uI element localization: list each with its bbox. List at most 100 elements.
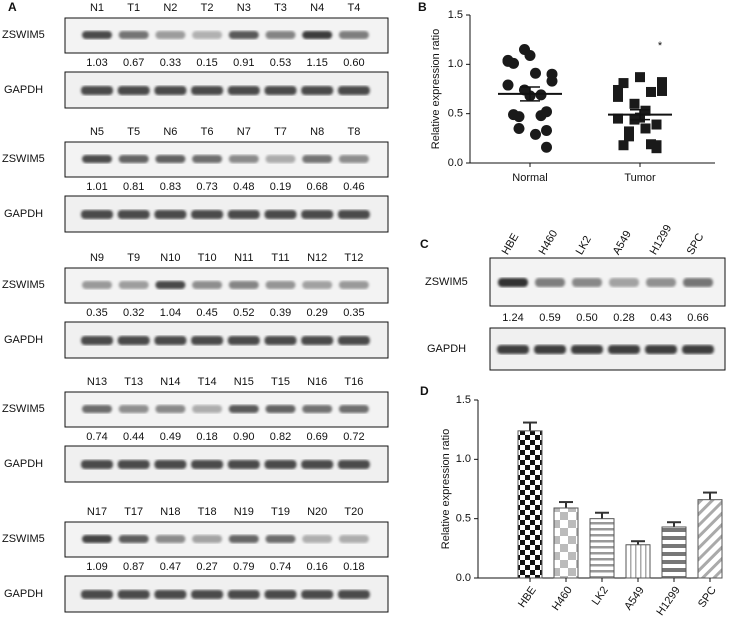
bar [553, 507, 579, 579]
annotation: * [658, 40, 663, 52]
control-band [264, 590, 297, 599]
point [524, 49, 536, 61]
band [338, 405, 369, 413]
value-label: 0.15 [196, 57, 217, 69]
band [228, 281, 259, 289]
value-label: 0.27 [196, 561, 217, 573]
band [338, 31, 369, 39]
point [502, 79, 514, 91]
point [613, 113, 623, 124]
value-label: 0.39 [270, 307, 291, 319]
value-label: 0.35 [86, 307, 107, 319]
lane-label: N1 [90, 2, 104, 14]
value-label: 0.83 [160, 181, 181, 193]
control-band [571, 345, 603, 354]
control-label: GAPDH [4, 458, 43, 470]
control-band [337, 460, 370, 469]
lane-label: T10 [198, 252, 217, 264]
control-label: GAPDH [4, 334, 43, 346]
control-band [301, 460, 334, 469]
panel-label: C [420, 237, 429, 251]
band [192, 155, 223, 163]
value-label: 0.69 [306, 431, 327, 443]
band [265, 31, 296, 39]
point [513, 122, 525, 134]
point [541, 124, 552, 136]
band [265, 535, 296, 543]
band [192, 405, 223, 413]
lane-label: N17 [87, 506, 107, 518]
value-label: 0.19 [270, 181, 291, 193]
lane-label: T12 [344, 252, 363, 264]
y-tick-label: 0.5 [456, 513, 471, 525]
value-label: 0.48 [233, 181, 254, 193]
point [624, 131, 634, 142]
value-label: 0.72 [343, 431, 364, 443]
lane-label: N19 [234, 506, 254, 518]
point [657, 85, 667, 96]
lane-label: T15 [271, 376, 290, 388]
control-band [337, 210, 370, 219]
lane-label: N13 [87, 376, 107, 388]
control-label: GAPDH [427, 343, 466, 355]
band [535, 278, 565, 287]
point [646, 139, 656, 150]
lane-label: T4 [347, 2, 360, 14]
band [155, 535, 186, 543]
band [302, 535, 333, 543]
band [265, 155, 296, 163]
point [657, 77, 667, 88]
band [155, 31, 186, 39]
band [338, 281, 369, 289]
control-band [117, 460, 150, 469]
point [541, 106, 552, 118]
value-label: 0.32 [123, 307, 144, 319]
band [118, 405, 149, 413]
control-band [191, 210, 224, 219]
band [118, 155, 149, 163]
control-band [154, 86, 187, 95]
point [651, 140, 662, 151]
control-band [154, 336, 187, 345]
lane-label: N7 [237, 126, 251, 138]
control-band [301, 336, 334, 345]
point [651, 119, 662, 130]
y-tick-label: 0.0 [456, 572, 471, 584]
control-band [81, 210, 113, 219]
control-band [227, 460, 260, 469]
value-label: 0.16 [306, 561, 327, 573]
lane-label: T7 [274, 126, 287, 138]
lane-label: T9 [127, 252, 140, 264]
lane-label: N2 [163, 2, 177, 14]
control-band [81, 460, 113, 469]
lane-label: T8 [347, 126, 360, 138]
x-tick-label: A549 [622, 585, 647, 613]
band [228, 535, 259, 543]
control-band [81, 336, 113, 345]
x-tick-label: Normal [512, 172, 547, 184]
band [118, 535, 149, 543]
bar [625, 544, 651, 579]
target-label: ZSWIM5 [2, 403, 45, 415]
target-label: ZSWIM5 [2, 29, 45, 41]
point [629, 98, 640, 109]
control-band [154, 590, 187, 599]
value-label: 1.01 [86, 181, 107, 193]
control-band [264, 86, 297, 95]
band [228, 155, 259, 163]
band [338, 535, 369, 543]
lane-label: N9 [90, 252, 104, 264]
y-axis-label: Relative expression ratio [440, 429, 452, 549]
target-label: ZSWIM5 [2, 153, 45, 165]
lane-label: T1 [127, 2, 140, 14]
value-label: 0.67 [123, 57, 144, 69]
lane-label: T19 [271, 506, 290, 518]
lane-label: N6 [163, 126, 177, 138]
point [618, 78, 629, 89]
control-band [154, 460, 187, 469]
value-label: 0.81 [123, 181, 144, 193]
control-band [81, 590, 113, 599]
y-axis-label: Relative expression ratio [430, 29, 442, 149]
